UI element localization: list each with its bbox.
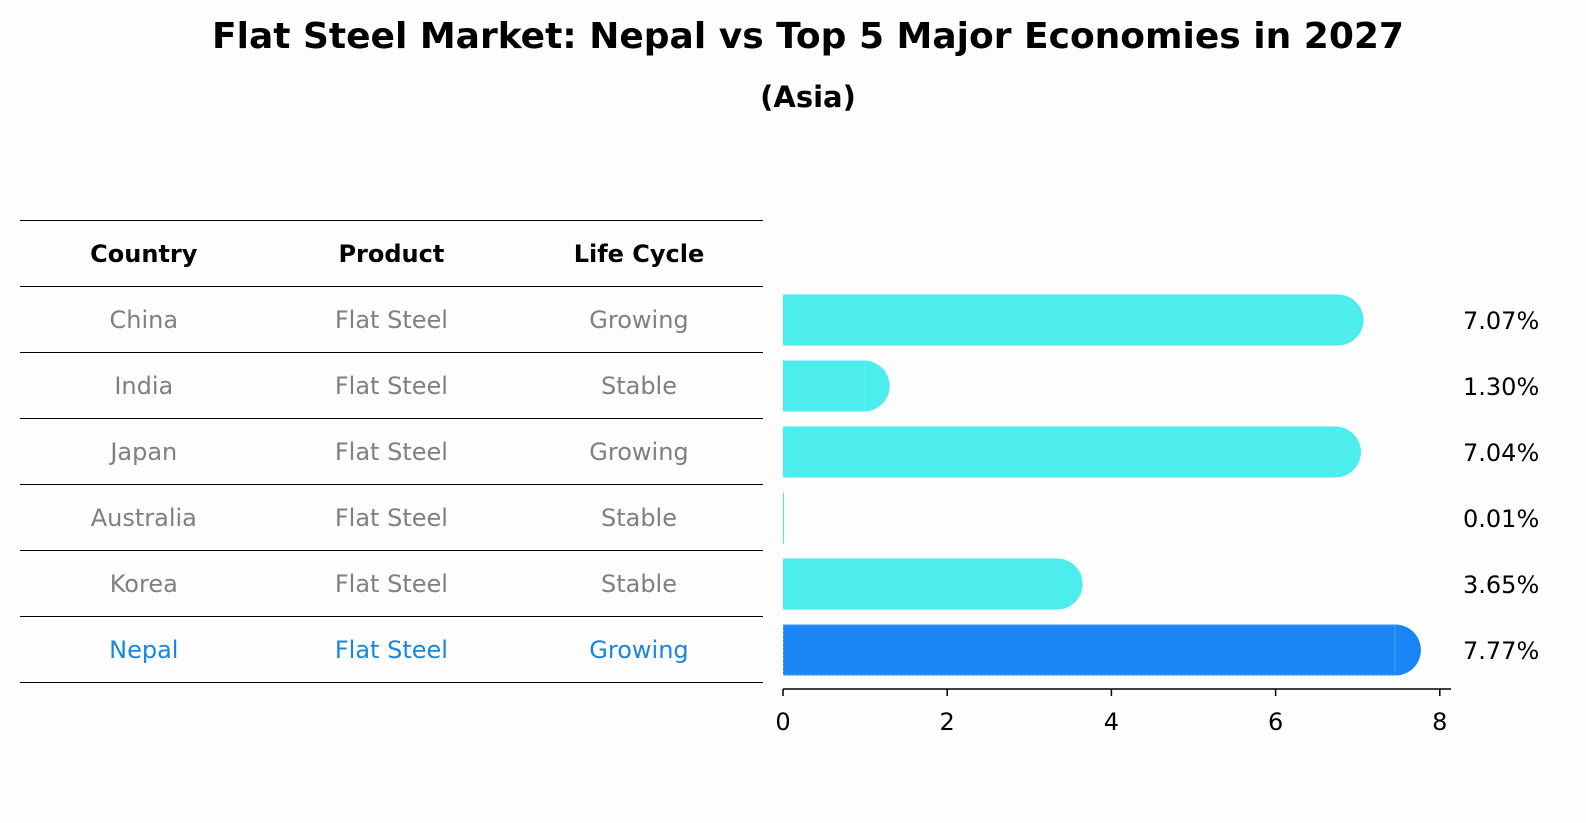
value-label: 7.04% bbox=[1463, 439, 1539, 467]
x-tick-label: 2 bbox=[940, 708, 955, 736]
header-product: Product bbox=[338, 239, 445, 268]
bar-korea bbox=[783, 558, 1058, 610]
table-row: China Flat Steel Growing bbox=[20, 286, 763, 352]
bar-cap-india bbox=[864, 360, 890, 412]
value-label: 3.65% bbox=[1463, 571, 1539, 599]
cell-country: India bbox=[114, 371, 174, 400]
table-row-highlight: Nepal Flat Steel Growing bbox=[20, 616, 763, 683]
cell-product: Flat Steel bbox=[334, 305, 448, 334]
cell-life-cycle: Growing bbox=[589, 305, 689, 334]
cell-life-cycle: Stable bbox=[600, 371, 677, 400]
cell-life-cycle: Growing bbox=[589, 437, 689, 466]
bar-nepal bbox=[783, 624, 1396, 676]
cell-product: Flat Steel bbox=[334, 371, 448, 400]
table-header-row: Country Product Life Cycle bbox=[20, 220, 763, 286]
cell-product: Flat Steel bbox=[334, 503, 448, 532]
cell-country: Nepal bbox=[109, 635, 179, 664]
cell-life-cycle: Growing bbox=[589, 635, 689, 664]
cell-country: Japan bbox=[110, 437, 178, 466]
value-label: 1.30% bbox=[1463, 373, 1539, 401]
bar-cap-japan bbox=[1335, 426, 1361, 478]
cell-country: China bbox=[109, 305, 179, 334]
value-label: 0.01% bbox=[1463, 505, 1539, 533]
cell-product: Flat Steel bbox=[334, 569, 448, 598]
cell-country: Australia bbox=[90, 503, 197, 532]
bar-australia bbox=[783, 492, 784, 544]
value-label: 7.07% bbox=[1463, 307, 1539, 335]
bar-highlight-outline bbox=[783, 624, 1396, 676]
table-row: Australia Flat Steel Stable bbox=[20, 484, 763, 550]
table-row: Japan Flat Steel Growing bbox=[20, 418, 763, 484]
bar-india bbox=[783, 360, 865, 412]
table-row: India Flat Steel Stable bbox=[20, 352, 763, 418]
value-label: 7.77% bbox=[1463, 637, 1539, 665]
cell-life-cycle: Stable bbox=[600, 503, 677, 532]
cell-product: Flat Steel bbox=[334, 437, 448, 466]
chart-title: Flat Steel Market: Nepal vs Top 5 Major … bbox=[212, 16, 1404, 57]
cell-product: Flat Steel bbox=[334, 635, 448, 664]
chart-subtitle: (Asia) bbox=[760, 80, 856, 114]
header-country: Country bbox=[90, 239, 198, 268]
x-tick-label: 6 bbox=[1268, 708, 1283, 736]
bar-cap-china bbox=[1337, 294, 1364, 346]
bar-cap-korea bbox=[1057, 558, 1083, 610]
data-table: Country Product Life Cycle China Flat St… bbox=[20, 220, 763, 683]
x-tick-label: 8 bbox=[1432, 708, 1447, 736]
x-tick-label: 0 bbox=[775, 708, 790, 736]
table-row: Korea Flat Steel Stable bbox=[20, 550, 763, 616]
cell-country: Korea bbox=[109, 569, 178, 598]
header-life-cycle: Life Cycle bbox=[573, 239, 705, 268]
x-tick-label: 4 bbox=[1104, 708, 1119, 736]
cell-life-cycle: Stable bbox=[600, 569, 677, 598]
bar-cap-nepal bbox=[1395, 624, 1421, 676]
bar-china bbox=[783, 294, 1338, 346]
bar-japan bbox=[783, 426, 1336, 478]
